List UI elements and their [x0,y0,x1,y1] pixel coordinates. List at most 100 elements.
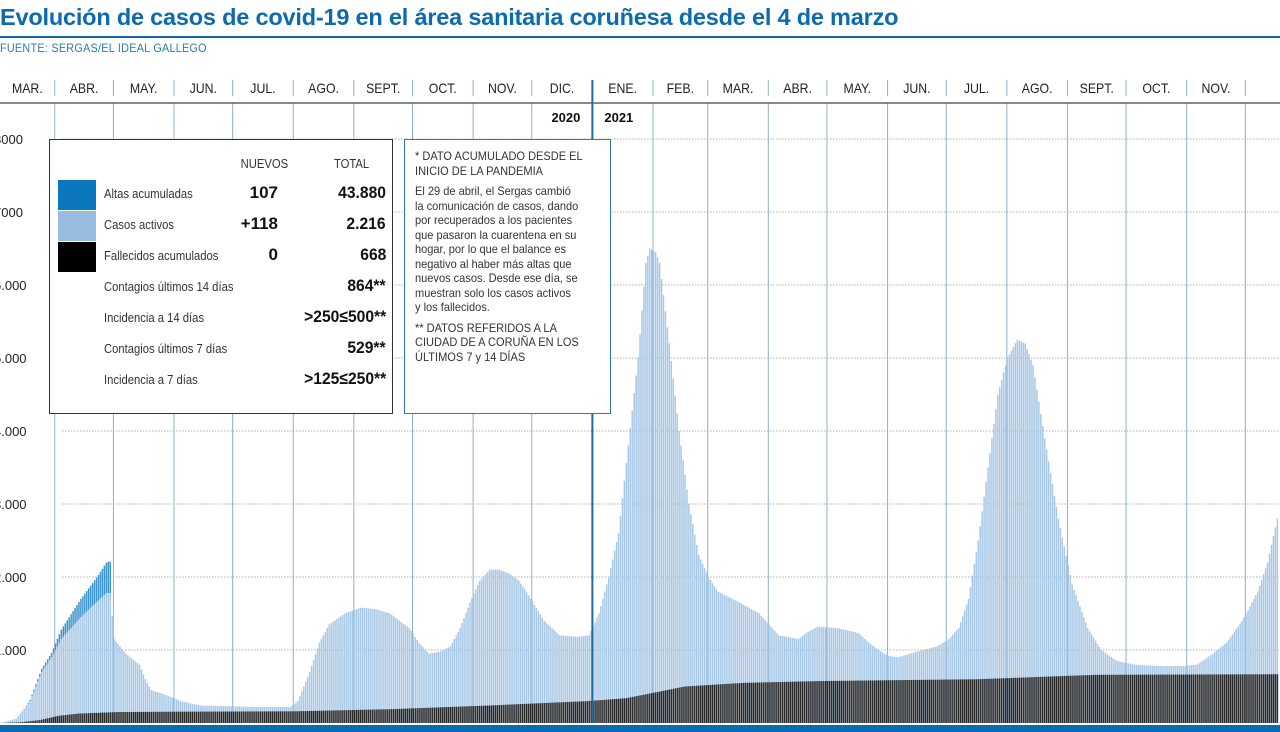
deaths-bar [891,680,893,723]
active-bar [52,653,55,723]
deaths-bar [754,682,757,723]
active-bar [125,653,127,723]
deaths-bar [172,711,174,723]
deaths-bar [717,684,719,723]
deaths-bar [940,679,942,723]
active-bar [815,627,817,723]
deaths-bar [791,681,794,723]
month-label: ENE. [608,80,637,96]
deaths-bar [142,711,145,723]
deaths-bar [909,679,911,723]
deaths-bar [177,711,180,723]
deaths-bar [228,711,231,723]
active-bar [1264,568,1267,723]
deaths-bar [918,679,921,723]
active-bar [1059,527,1062,723]
deaths-bar [991,678,993,723]
deaths-bar [473,706,475,723]
active-bar [172,697,174,723]
deaths-bar [877,680,880,723]
deaths-bar [1245,674,1247,723]
deaths-bar [895,680,897,723]
deaths-bar [1216,674,1218,723]
altas-bar [78,601,80,620]
deaths-bar [715,684,718,723]
active-bar [347,612,350,723]
deaths-bar [27,721,29,723]
deaths-bar [1086,675,1089,723]
active-bar [1061,537,1064,723]
active-bar [545,622,547,723]
deaths-bar [435,707,438,723]
active-bar [684,474,686,723]
deaths-bar [604,699,606,723]
legend-total-value: 529** [347,338,386,357]
deaths-bar [166,711,168,723]
active-bar [686,489,688,723]
active-bar [1053,495,1056,723]
active-bar [952,634,954,723]
active-bar [1085,622,1087,723]
y-tick-label: 6.000 [0,278,27,293]
active-bar [1266,562,1269,723]
active-bar [154,691,156,723]
deaths-bar [752,682,755,723]
legend-total-value: 2.216 [346,214,386,233]
deaths-bar [332,710,334,723]
altas-bar [82,596,84,616]
active-bar [733,599,735,723]
deaths-bar [871,680,874,723]
active-bar [862,637,864,723]
deaths-bar [844,680,847,723]
deaths-bar [58,715,61,723]
deaths-bar [463,706,465,723]
deaths-bar [1202,674,1204,723]
active-bar [1043,438,1046,723]
active-bar [3,721,6,723]
active-bar [969,587,972,723]
deaths-bar [760,682,762,723]
legend-row: Incidencia a 14 días >250≤500** [50,304,392,334]
active-bar [725,595,727,723]
deaths-bar [713,684,716,723]
deaths-bar [271,711,274,723]
deaths-bar [1104,674,1107,723]
deaths-bar [602,699,604,723]
deaths-bar [897,680,899,723]
active-bar [795,638,798,723]
active-bar [553,629,555,723]
active-bar [496,569,499,723]
deaths-bar [347,710,350,723]
deaths-bar [1038,676,1040,723]
deaths-bar [50,717,53,723]
legend-total-value: >250≤500** [303,307,386,326]
deaths-bar [1075,675,1077,723]
deaths-bar [101,712,104,723]
deaths-bar [72,714,74,723]
deaths-bar [402,708,405,723]
active-bar [1253,598,1255,723]
active-bar [959,622,962,723]
month-label: MAY. [843,80,871,96]
deaths-bar [975,679,978,723]
active-bar [1071,584,1073,723]
active-bar [64,634,67,723]
deaths-bar [359,709,362,723]
active-bar [844,629,847,723]
active-bar [338,617,340,723]
deaths-bar [682,686,684,723]
deaths-bar [1161,674,1163,723]
deaths-bar [226,711,229,723]
active-bar [594,622,596,723]
active-bar [463,617,465,723]
altas-bar [80,598,82,618]
active-bar [1038,401,1040,723]
deaths-bar [1239,674,1241,723]
active-bar [424,649,426,723]
deaths-bar [349,710,352,723]
deaths-bar [342,710,344,723]
active-bar [564,635,567,723]
altas-bar [93,580,96,605]
active-bar [68,630,70,723]
deaths-bar [29,721,31,723]
